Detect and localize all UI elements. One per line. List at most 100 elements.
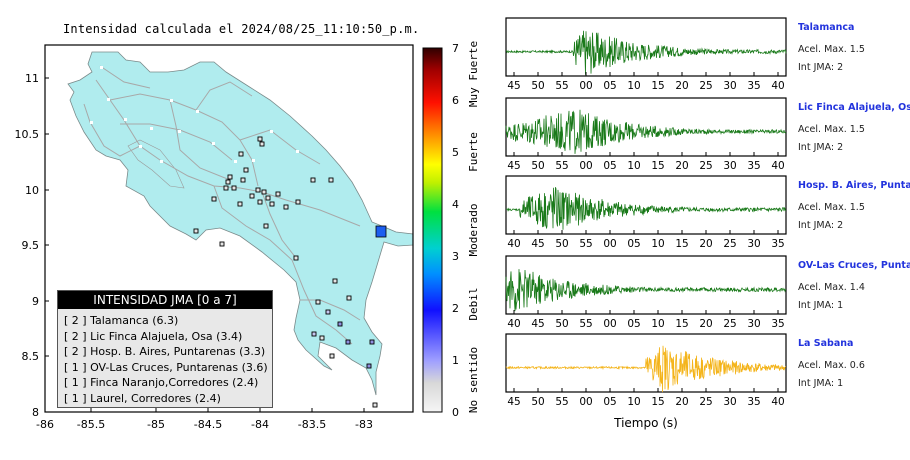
station-talamanca-marker xyxy=(375,225,387,238)
time-tick-label: 35 xyxy=(747,80,760,92)
waveform-trace xyxy=(505,187,787,230)
colorbar-tick-label: 2 xyxy=(452,302,459,315)
time-tick-label: 30 xyxy=(747,238,760,250)
time-tick-label: 40 xyxy=(507,318,520,330)
time-tick-label: 25 xyxy=(699,80,712,92)
station-accel: Acel. Max. 1.5 xyxy=(798,124,865,135)
time-tick-label: 00 xyxy=(579,160,592,172)
road-network xyxy=(83,65,361,345)
time-tick-label: 45 xyxy=(507,396,520,408)
colorbar-tick-label: 1 xyxy=(452,354,459,367)
colorbar-label: Moderado xyxy=(467,204,480,257)
time-tick-label: 00 xyxy=(579,396,592,408)
time-tick-label: 10 xyxy=(627,396,640,408)
waveform-frame xyxy=(505,17,787,77)
time-tick-label: 35 xyxy=(747,160,760,172)
time-tick-label: 45 xyxy=(507,80,520,92)
colorbar-tick-label: 5 xyxy=(452,146,459,159)
station-name: Talamanca xyxy=(798,22,854,33)
station-accel: Acel. Max. 0.6 xyxy=(798,360,865,371)
station-intensity: Int JMA: 1 xyxy=(798,378,843,389)
x-tick-label: -84 xyxy=(251,418,269,431)
station-intensity: Int JMA: 2 xyxy=(798,62,843,73)
time-tick-label: 15 xyxy=(675,318,688,330)
station-name: Hosp. B. Aires, Puntarenas xyxy=(798,180,910,191)
legend-item: [ 2 ] Lic Finca Alajuela, Osa (3.4) xyxy=(64,329,243,343)
city-dots xyxy=(90,66,299,163)
time-tick-label: 30 xyxy=(723,160,736,172)
colorbar-ticks: 7 6 5 4 3 2 1 0 xyxy=(452,42,459,419)
colorbar-tick-label: 4 xyxy=(452,198,459,211)
colorbar-tick-label: 0 xyxy=(452,406,459,419)
time-tick-label: 40 xyxy=(507,238,520,250)
waveform-panel: 45 50 55 00 05 10 15 20 25 30 35 40 Lic Finca Alajue… xyxy=(505,97,910,172)
x-tick-label: -83 xyxy=(355,418,373,431)
x-tick-label: -85.5 xyxy=(77,418,105,431)
time-tick-label: 10 xyxy=(627,80,640,92)
time-tick-label: 00 xyxy=(603,238,616,250)
time-tick-label: 05 xyxy=(627,318,640,330)
time-tick-label: 35 xyxy=(771,238,784,250)
legend-title: INTENSIDAD JMA [0 a 7] xyxy=(58,291,272,309)
station-accel: Acel. Max. 1.4 xyxy=(798,282,865,293)
legend-item: [ 2 ] Talamanca (6.3) xyxy=(64,314,179,327)
legend-item: [ 1 ] Laurel, Corredores (2.4) xyxy=(64,391,221,405)
time-tick-label: 55 xyxy=(555,80,568,92)
time-tick-label: 40 xyxy=(771,80,784,92)
time-tick-label: 15 xyxy=(651,396,664,408)
legend-item: [ 1 ] Finca Naranjo,Corredores (2.4) xyxy=(64,376,259,389)
waveform-trace xyxy=(505,30,787,75)
waveform-trace xyxy=(505,269,786,312)
time-tick-label: 20 xyxy=(699,318,712,330)
time-tick-label: 20 xyxy=(675,160,688,172)
station-name: Lic Finca Alajuela, Osa xyxy=(798,102,910,113)
colorbar-tick-label: 3 xyxy=(452,250,459,263)
colorbar-label: Debil xyxy=(467,287,480,320)
intensity-legend: INTENSIDAD JMA [0 a 7] [ 2 ] Talamanca (… xyxy=(57,290,273,408)
station-name: OV-Las Cruces, Puntarenas xyxy=(798,260,910,271)
time-tick-label: 55 xyxy=(555,396,568,408)
time-tick-label: 55 xyxy=(579,318,592,330)
time-tick-label: 50 xyxy=(555,238,568,250)
time-tick-label: 30 xyxy=(747,318,760,330)
y-tick-label: 10.5 xyxy=(15,128,40,141)
waveform-panel: 40 45 50 55 00 05 10 15 20 25 30 35 Hosp. B. Aires, … xyxy=(505,175,910,250)
time-tick-label: 20 xyxy=(675,80,688,92)
time-tick-label: 35 xyxy=(771,318,784,330)
y-tick-label: 8.5 xyxy=(22,350,40,363)
time-tick-label: 50 xyxy=(531,396,544,408)
colorbar-label: Muy Fuerte xyxy=(467,41,480,107)
waveform-frame xyxy=(505,175,787,235)
station-accel: Acel. Max. 1.5 xyxy=(798,44,865,55)
time-tick-label: 40 xyxy=(771,160,784,172)
waveform-panel: 45 50 55 00 05 10 15 20 25 30 35 40 Talamanca Acel. M… xyxy=(505,17,865,92)
time-tick-label: 15 xyxy=(675,238,688,250)
time-tick-label: 15 xyxy=(651,160,664,172)
time-tick-label: 20 xyxy=(699,238,712,250)
time-tick-label: 10 xyxy=(651,238,664,250)
waveform-panel: 40 45 50 55 00 05 10 15 20 25 30 35 OV-Las Cruces, P… xyxy=(505,255,910,330)
time-tick-label: 25 xyxy=(699,396,712,408)
waveform-trace xyxy=(505,109,787,154)
station-intensity: Int JMA: 2 xyxy=(798,220,843,231)
time-tick-label: 05 xyxy=(603,80,616,92)
colorbar-tick-label: 7 xyxy=(452,42,459,55)
time-tick-label: 10 xyxy=(651,318,664,330)
time-tick-label: 30 xyxy=(723,396,736,408)
time-tick-label: 10 xyxy=(627,160,640,172)
time-tick-label: 05 xyxy=(603,396,616,408)
time-tick-label: 05 xyxy=(603,160,616,172)
station-intensity: Int JMA: 2 xyxy=(798,142,843,153)
time-tick-label: 00 xyxy=(603,318,616,330)
time-tick-label: 45 xyxy=(531,238,544,250)
time-tick-label: 50 xyxy=(531,160,544,172)
time-tick-label: 45 xyxy=(531,318,544,330)
time-tick-label: 50 xyxy=(531,80,544,92)
time-tick-label: 55 xyxy=(555,160,568,172)
time-tick-label: 05 xyxy=(627,238,640,250)
map-title: Intensidad calculada el 2024/08/25_11:10… xyxy=(63,22,420,36)
colorbar xyxy=(422,47,443,413)
time-tick-label: 25 xyxy=(723,238,736,250)
station-markers xyxy=(193,136,378,408)
